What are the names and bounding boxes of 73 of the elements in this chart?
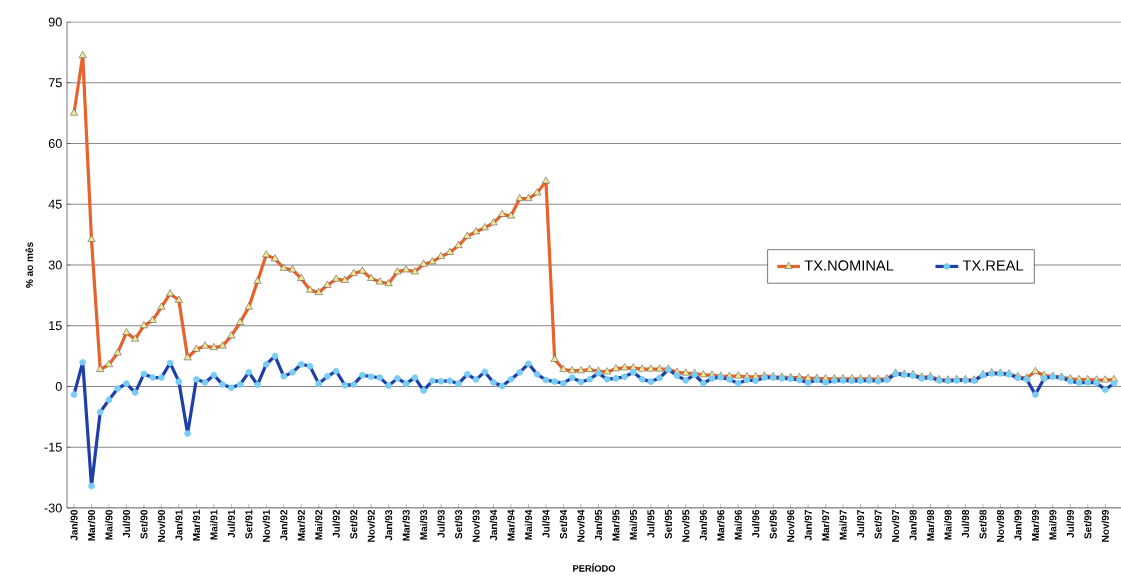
x-tick-label: Mar/91 — [192, 509, 201, 541]
x-tick-label: Nov/98 — [996, 509, 1005, 542]
x-tick-label: Mai/99 — [1049, 509, 1057, 540]
x-tick-label: Nov/99 — [1101, 509, 1109, 542]
x-tick-label: Nov/97 — [891, 510, 900, 542]
x-tick-label: Jan/90 — [70, 510, 78, 541]
x-tick-label: Mai/95 — [629, 509, 638, 540]
y-axis-title: % ao mês — [25, 242, 33, 288]
y-tick-label: 30 — [48, 260, 62, 270]
x-tick-label: Jan/91 — [175, 509, 183, 541]
y-tick-label: -30 — [44, 503, 62, 513]
x-tick-label: Mar/94 — [507, 509, 515, 541]
x-tick-label: Nov/92 — [367, 509, 375, 542]
y-tick-label: -15 — [44, 442, 62, 452]
legend-label: TX.NOMINAL — [804, 260, 894, 271]
x-tick-label: Mar/96 — [717, 509, 725, 541]
x-tick-label: Mai/94 — [524, 509, 533, 540]
x-tick-label: Set/90 — [140, 510, 148, 539]
x-tick-label: Jul/98 — [961, 509, 970, 538]
x-tick-label: Mai/93 — [419, 509, 428, 540]
x-tick-label: Mar/95 — [612, 509, 620, 541]
x-tick-label: Set/91 — [245, 509, 253, 539]
x-tick-label: Jan/97 — [804, 510, 812, 541]
x-tick-label: Jul/96 — [751, 509, 760, 538]
x-tick-label: Set/94 — [559, 509, 568, 539]
x-tick-label: Set/97 — [874, 510, 882, 539]
x-tick-label: Set/98 — [979, 509, 987, 539]
y-tick-label: 45 — [48, 199, 62, 209]
x-tick-label: Jan/96 — [699, 509, 707, 541]
x-tick-label: Mar/99 — [1031, 509, 1040, 541]
x-tick-label: Mai/96 — [734, 509, 742, 540]
x-tick-label: Jul/99 — [1066, 509, 1075, 538]
x-tick-label: Set/95 — [664, 509, 673, 539]
x-tick-label: Mai/91 — [210, 509, 218, 540]
x-tick-label: Jul/92 — [332, 509, 340, 538]
x-tick-label: Mar/92 — [297, 509, 305, 541]
x-tick-label: Set/99 — [1084, 509, 1092, 539]
x-tick-label: Set/96 — [769, 509, 777, 539]
x-tick-label: Set/93 — [454, 509, 463, 539]
x-tick-label: Nov/90 — [157, 510, 166, 542]
x-tick-label: Mar/97 — [821, 510, 830, 541]
x-tick-label: Jan/93 — [384, 509, 393, 541]
x-tick-label: Jan/95 — [594, 509, 603, 541]
x-tick-label: Mai/97 — [839, 510, 847, 540]
x-tick-label: Jul/91 — [227, 509, 236, 538]
x-tick-label: Nov/93 — [472, 509, 480, 542]
x-tick-label: Nov/96 — [786, 509, 795, 542]
y-tick-label: 75 — [48, 78, 62, 88]
x-tick-label: Jan/94 — [489, 509, 498, 541]
y-tick-label: 60 — [48, 139, 62, 148]
x-tick-label: Mai/90 — [105, 510, 113, 540]
y-tick-label: 0 — [55, 382, 62, 391]
x-tick-label: Nov/91 — [262, 509, 270, 542]
x-tick-label: Mar/90 — [87, 510, 96, 541]
x-tick-label: Mai/98 — [944, 509, 952, 540]
x-tick-label: Set/92 — [349, 509, 358, 539]
x-tick-label: Jan/92 — [280, 509, 288, 541]
x-tick-label: Mar/98 — [926, 509, 935, 541]
x-tick-label: Jul/95 — [647, 509, 655, 538]
x-tick-label: Jul/97 — [856, 510, 865, 538]
y-tick-label: 15 — [49, 321, 62, 331]
x-tick-label: Mar/93 — [402, 509, 410, 541]
x-tick-label: Jul/94 — [542, 509, 550, 538]
x-tick-label: Nov/95 — [682, 509, 690, 542]
x-tick-label: Jul/93 — [437, 509, 445, 538]
y-tick-label: 90 — [48, 17, 62, 27]
x-tick-label: Jan/99 — [1014, 509, 1022, 541]
x-tick-label: Mai/92 — [315, 509, 323, 540]
legend-label: TX.REAL — [962, 260, 1024, 271]
x-tick-label: Jul/90 — [122, 510, 131, 538]
x-tick-label: Jan/98 — [909, 509, 917, 541]
x-axis-title: PERÍODO — [573, 563, 616, 572]
x-tick-label: Nov/94 — [577, 509, 585, 542]
